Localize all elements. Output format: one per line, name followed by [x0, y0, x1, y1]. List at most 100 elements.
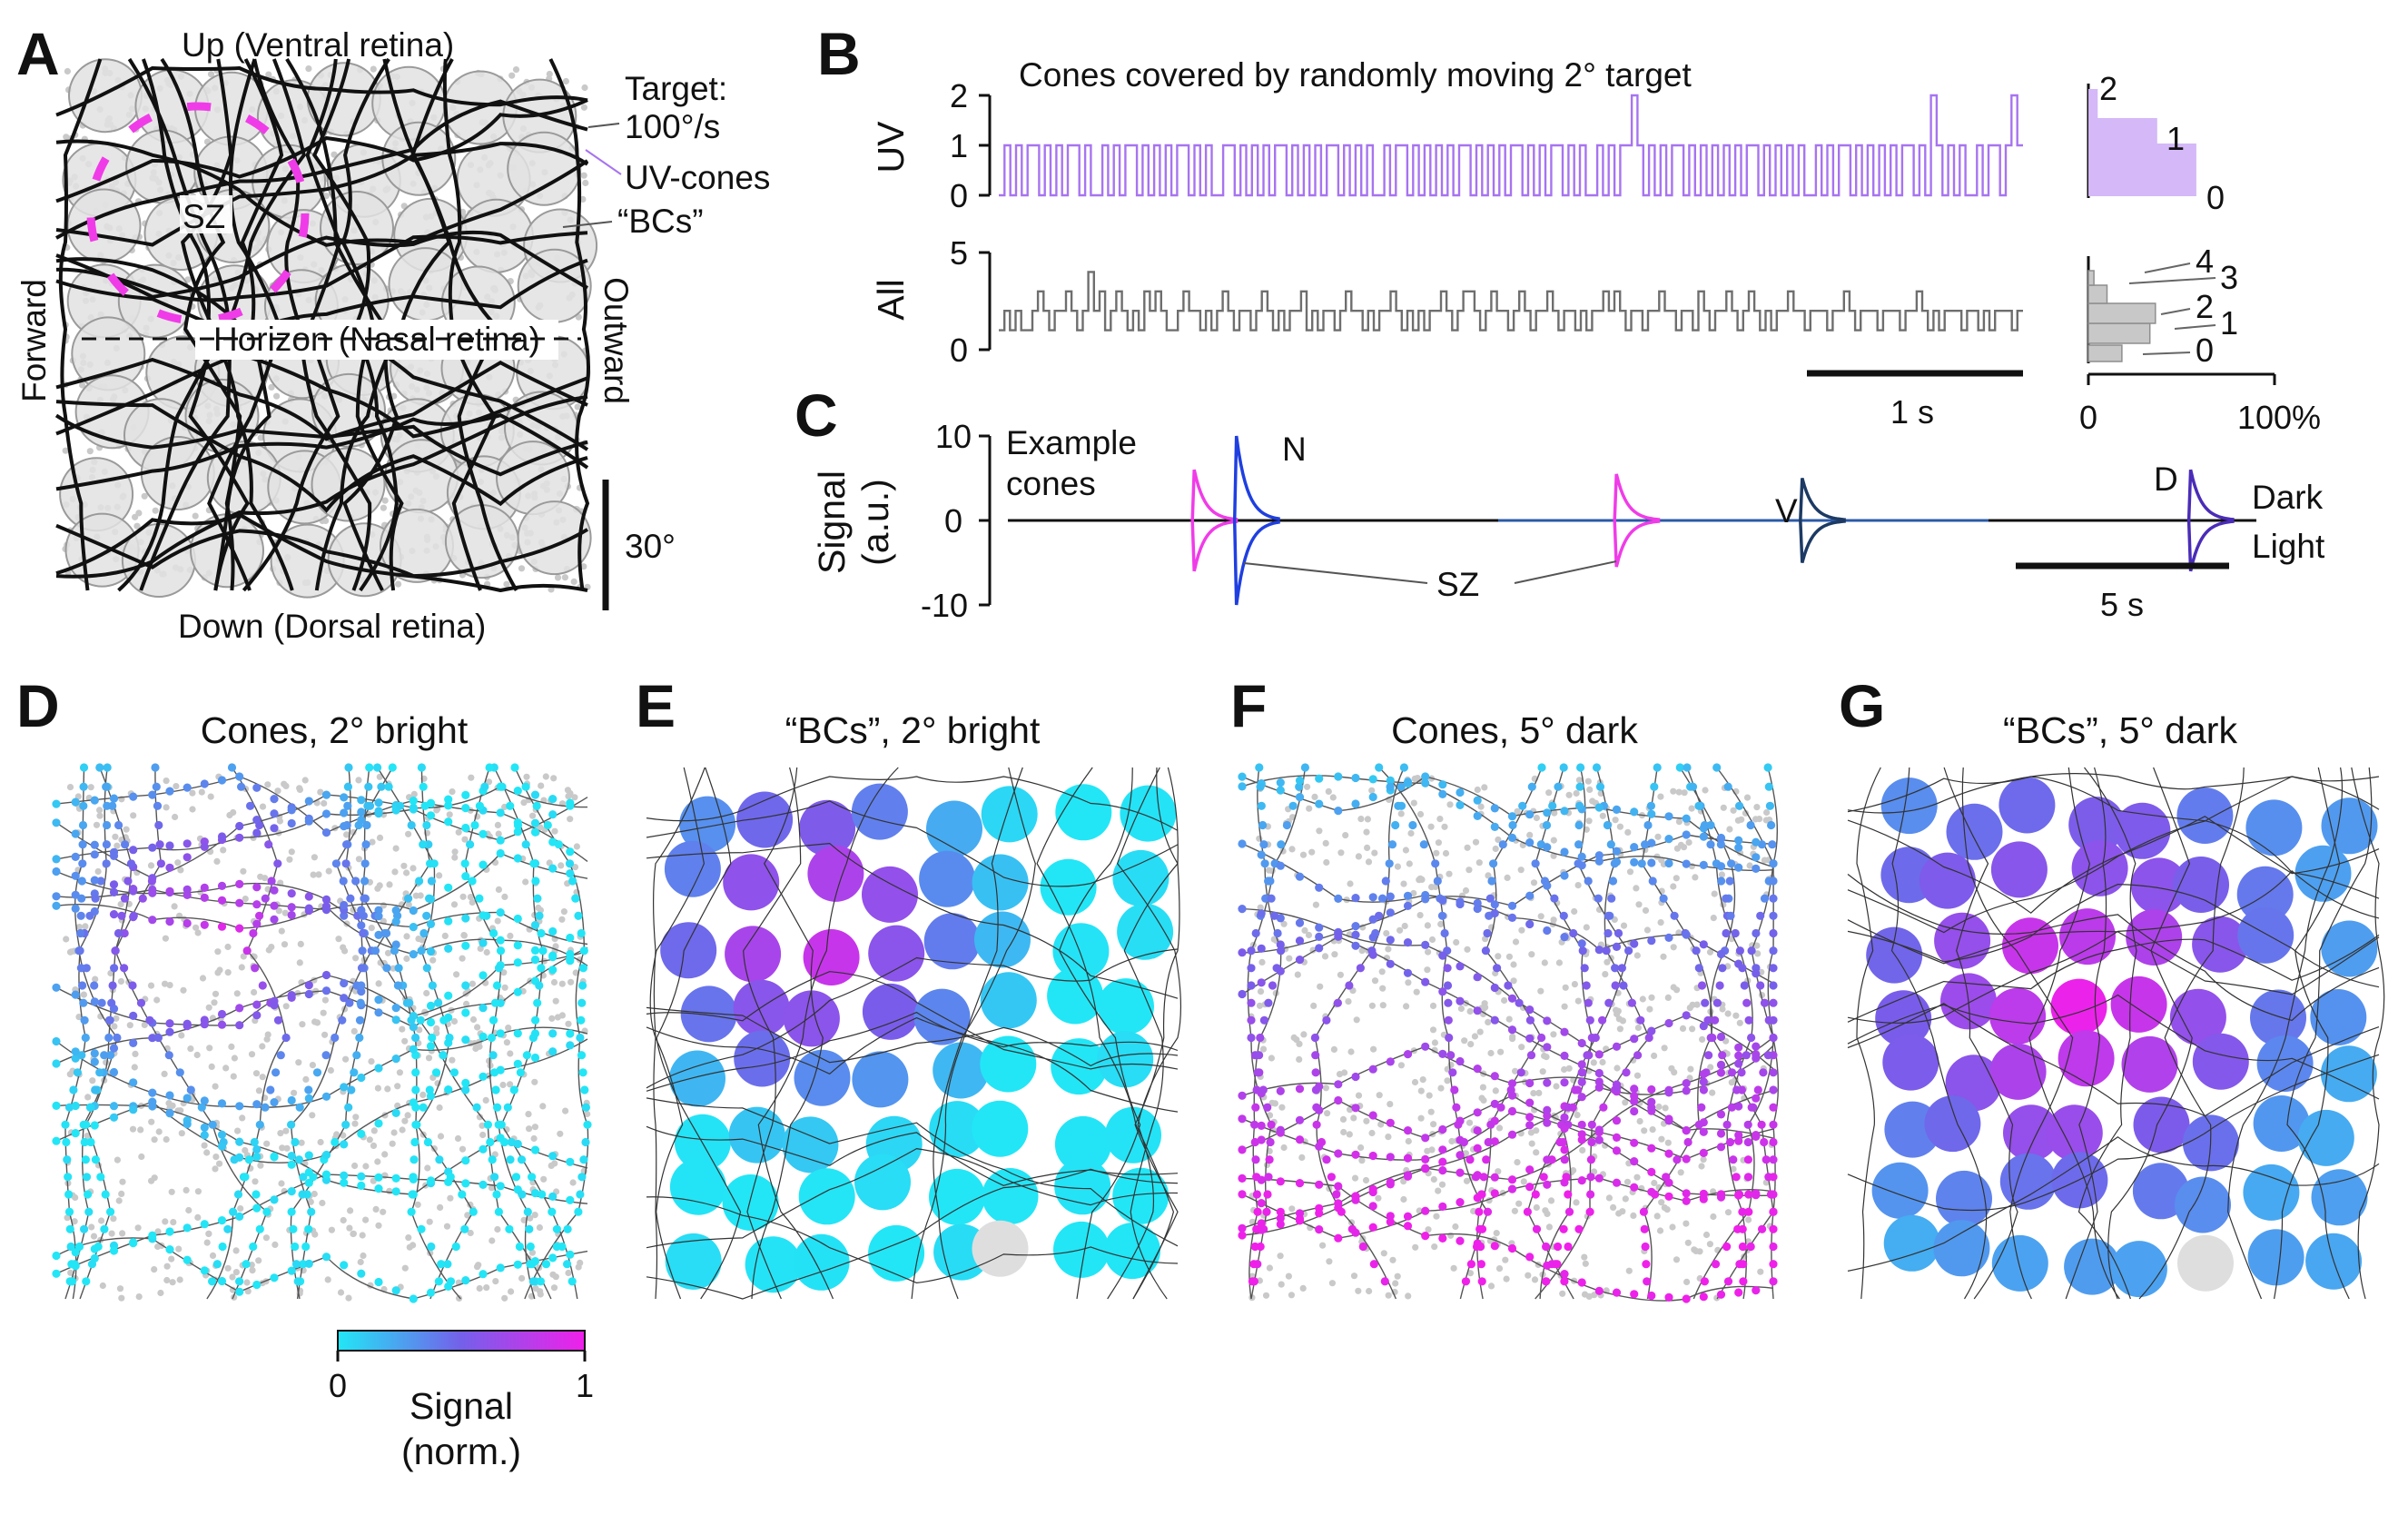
cone-dot [1527, 1129, 1535, 1136]
cone-dot [273, 392, 281, 400]
bc-circle [2002, 917, 2058, 975]
uv-cone-dot [69, 1085, 78, 1094]
cone-dot [526, 1125, 533, 1133]
uv-cone-dot [1704, 1051, 1713, 1060]
uv-cone-dot [71, 871, 80, 880]
uv-cone-dot [496, 1065, 505, 1074]
uv-cone-dot [1525, 1078, 1535, 1088]
uv-cone-dot [451, 1242, 460, 1252]
cone-dot [1517, 867, 1525, 874]
uv-cone-dot [1769, 1137, 1778, 1147]
cone-dot [1707, 1064, 1714, 1071]
bc-circle [669, 1050, 725, 1107]
uv-cone-dot [1498, 840, 1507, 849]
uv-cone-dot [480, 782, 489, 791]
cone-dot [518, 1274, 526, 1282]
uv-cone-dot [1443, 964, 1452, 973]
c-tick-0: 0 [944, 502, 962, 540]
uv-cone-dot [1481, 946, 1490, 956]
uv-cone-dot [446, 1277, 456, 1286]
uv-cone-dot [1403, 1050, 1413, 1059]
uv-cone-dot [1386, 959, 1395, 968]
cone-dot [584, 1110, 591, 1118]
uv-cone-dot [1744, 1015, 1753, 1025]
cone-dot [291, 1089, 298, 1096]
uv-cone-dot [1647, 1026, 1656, 1035]
uv-cone-dot [1586, 1173, 1595, 1182]
cone-dot [123, 826, 130, 833]
uv-cone-dot [1637, 859, 1646, 868]
uv-cone-dot [1594, 1125, 1604, 1134]
uv-cone-dot [1403, 777, 1413, 787]
uv-cone-dot [111, 946, 120, 956]
bc-circle [734, 1030, 791, 1087]
cone-dot [405, 1234, 412, 1242]
cone-dot [1438, 1181, 1446, 1188]
cone-dot [1477, 803, 1485, 810]
uv-cone-dot [409, 1045, 418, 1054]
uv-cone-dot [186, 1085, 195, 1094]
uv-cone-dot [80, 1015, 89, 1025]
cone-dot [1574, 1112, 1581, 1119]
sz-label-bg [180, 195, 232, 233]
uv-cone-dot [1630, 1035, 1639, 1044]
uv-cone-dot [538, 1190, 547, 1199]
uv-cone-dot [1682, 1154, 1691, 1164]
uv-cone-dot [479, 971, 488, 980]
uv-cone-dot [426, 1288, 436, 1297]
uv-cone-dot [1692, 946, 1701, 956]
uv-cone-dot [1560, 1027, 1569, 1036]
uv-cone-dot [321, 1170, 331, 1179]
cone-dot [1742, 809, 1749, 817]
uv-cone-dot [252, 828, 262, 837]
uv-cone-dot [1769, 1224, 1778, 1233]
uv-cone-dot [486, 1137, 495, 1147]
uv-cone-dot [577, 1051, 587, 1060]
uv-cone-dot [165, 863, 174, 872]
uv-cone-dot [488, 1155, 497, 1164]
cone-dot [309, 1062, 316, 1069]
cone-dot [135, 1293, 143, 1301]
uv-cone-dot [1454, 1120, 1463, 1129]
cone-dot [1531, 1276, 1539, 1283]
uv-cone-line [646, 1097, 1179, 1247]
bc-circle [972, 1220, 1029, 1277]
uv-cone-dot [1438, 1049, 1447, 1058]
cone-dot [341, 947, 349, 955]
bc-circle [1054, 1115, 1111, 1173]
cone-dot [1435, 839, 1442, 847]
uv-cone-dot [1752, 1286, 1761, 1295]
uv-cone-dot [1683, 763, 1692, 772]
uv-cone-dot [1295, 793, 1305, 802]
uv-cone-dot [1369, 1260, 1378, 1269]
uv-cone-dot [409, 803, 418, 813]
cone-dot [494, 821, 502, 829]
uv-cone-dot [1752, 1132, 1761, 1141]
uv-cone-dot [1642, 1260, 1651, 1269]
cone-dot [1316, 827, 1323, 835]
uv-cone-dot [461, 823, 470, 833]
uv-cone-dot [1559, 763, 1568, 772]
uv-cone-dot [1456, 962, 1465, 971]
bc-circle [1112, 849, 1169, 906]
hist-all-bar [2087, 302, 2156, 324]
uv-cone-dot [71, 1248, 80, 1257]
uv-cone-dot [479, 1004, 488, 1013]
uv-cone-dot [1257, 909, 1266, 918]
uv-cone-dot [1351, 1228, 1360, 1237]
uv-cone-dot [1255, 1051, 1264, 1060]
down-label: Down (Dorsal retina) [178, 608, 486, 645]
cone-dot [577, 1259, 584, 1266]
uv-cone-dot [1386, 782, 1395, 791]
cone-dot [342, 1055, 350, 1063]
uv-cone-line [646, 842, 1179, 999]
uv-cone-dot [1380, 1277, 1389, 1286]
uv-cone-dot [426, 919, 436, 929]
uv-cone-dot [1421, 940, 1430, 949]
cone-dot [138, 1153, 145, 1161]
cone-dot [1288, 846, 1296, 853]
uv-cone-dot [1673, 1155, 1682, 1164]
uv-cone-dot [422, 964, 431, 973]
cone-dot [1585, 817, 1593, 825]
uv-cone-dot [255, 1120, 264, 1129]
